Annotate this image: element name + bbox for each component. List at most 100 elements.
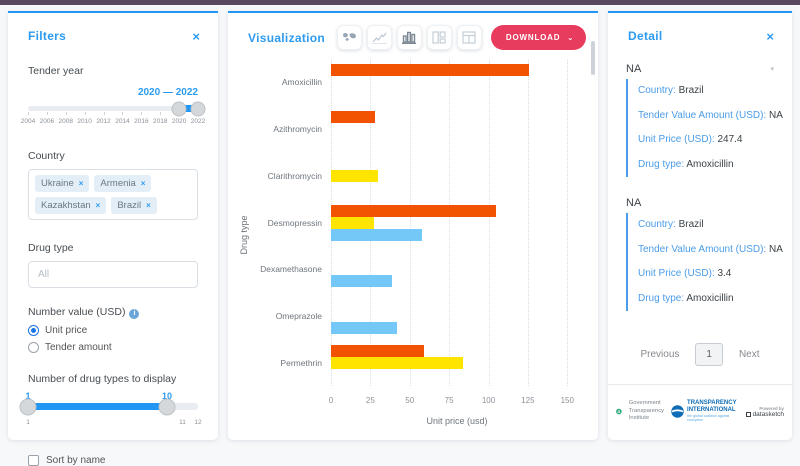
x-tick-label: 100 bbox=[482, 396, 495, 405]
number-value-label-text: Number value (USD) bbox=[28, 306, 125, 318]
bar-series_yellow[interactable] bbox=[331, 357, 463, 369]
x-tick-label: 50 bbox=[405, 396, 414, 405]
layout-split-icon[interactable] bbox=[427, 25, 452, 50]
drug-count-handle-min[interactable] bbox=[20, 398, 37, 415]
bar-series_red[interactable] bbox=[331, 205, 496, 217]
ti-logo-line2: INTERNATIONAL bbox=[687, 407, 739, 414]
radio-button[interactable] bbox=[28, 325, 39, 336]
chart-category-row: Clarithromycin bbox=[331, 152, 583, 199]
country-tag-label: Kazakhstan bbox=[41, 200, 91, 211]
bar-slot bbox=[331, 182, 583, 194]
field-label: Drug type: bbox=[638, 293, 686, 304]
line-chart-icon[interactable] bbox=[367, 25, 392, 50]
pagination-next[interactable]: Next bbox=[739, 349, 760, 360]
bar-slot bbox=[331, 263, 583, 275]
bar-series_blue[interactable] bbox=[331, 229, 422, 241]
bar-series_blue[interactable] bbox=[331, 275, 392, 287]
slider-tick bbox=[66, 112, 67, 115]
bar-series_blue[interactable] bbox=[331, 322, 397, 334]
tender-year-tick-label: 2020 bbox=[172, 118, 186, 125]
bar-series_red[interactable] bbox=[331, 345, 424, 357]
field-value: Brazil bbox=[679, 219, 704, 230]
record-field: Drug type: Amoxicillin bbox=[638, 153, 774, 178]
slider-tick bbox=[122, 112, 123, 115]
drug-count-tick-label: 11 bbox=[179, 419, 186, 426]
field-value: NA bbox=[769, 110, 783, 121]
country-tag: Ukraine× bbox=[35, 175, 89, 192]
bar-slot bbox=[331, 310, 583, 322]
datasketch-label: datasketch bbox=[753, 411, 784, 418]
download-label: DOWNLOAD bbox=[506, 33, 560, 42]
field-label: Country: bbox=[638, 219, 679, 230]
detail-title: Detail bbox=[628, 29, 662, 43]
remove-tag-icon[interactable]: × bbox=[146, 201, 151, 210]
record-heading-text: NA bbox=[626, 63, 641, 75]
chevron-down-icon: ⌄ bbox=[567, 34, 574, 42]
bar-chart-icon[interactable] bbox=[397, 25, 422, 50]
viz-scrollbar[interactable] bbox=[591, 41, 595, 75]
radio-button[interactable] bbox=[28, 342, 39, 353]
record-heading: NA bbox=[626, 197, 774, 209]
record-field: Country: Brazil bbox=[638, 79, 774, 104]
chart-category-row: Amoxicillin bbox=[331, 59, 583, 106]
pagination-previous[interactable]: Previous bbox=[640, 349, 679, 360]
pagination-page-1[interactable]: 1 bbox=[695, 343, 723, 366]
record-expand-caret[interactable]: ▾ bbox=[770, 65, 774, 73]
bar-series_yellow[interactable] bbox=[331, 170, 378, 182]
remove-tag-icon[interactable]: × bbox=[96, 201, 101, 210]
remove-tag-icon[interactable]: × bbox=[141, 179, 146, 188]
field-label: Tender Value Amount (USD): bbox=[638, 244, 769, 255]
filters-close-icon[interactable]: × bbox=[192, 30, 200, 43]
drug-count-tick-label: 12 bbox=[194, 419, 201, 426]
sort-by-name-checkbox[interactable] bbox=[28, 455, 39, 466]
tender-year-tick-label: 2008 bbox=[59, 118, 73, 125]
field-label: Drug type: bbox=[638, 159, 686, 170]
download-button[interactable]: DOWNLOAD ⌄ bbox=[491, 25, 586, 50]
bar-slot bbox=[331, 217, 583, 229]
y-axis-label: Drug type bbox=[239, 215, 249, 254]
slider-tick bbox=[141, 112, 142, 115]
country-select[interactable]: Ukraine×Armenia×Kazakhstan×Brazil× bbox=[28, 169, 198, 220]
filters-title: Filters bbox=[28, 29, 66, 43]
bar-slot bbox=[331, 64, 583, 76]
field-value: Amoxicillin bbox=[686, 293, 733, 304]
bar-series_yellow[interactable] bbox=[331, 217, 374, 229]
bar-slot bbox=[331, 205, 583, 217]
bar-slot bbox=[331, 322, 583, 334]
bar-slot bbox=[331, 345, 583, 357]
drug-count-handle-max[interactable] bbox=[159, 398, 176, 415]
category-label: Amoxicillin bbox=[282, 77, 322, 87]
country-tag-label: Brazil bbox=[117, 200, 141, 211]
bar-slot bbox=[331, 275, 583, 287]
layout-grid-icon[interactable] bbox=[457, 25, 482, 50]
field-label: Unit Price (USD): bbox=[638, 134, 717, 145]
tender-year-handle-max[interactable] bbox=[191, 101, 206, 116]
chart-category-row: Omeprazole bbox=[331, 293, 583, 340]
bar-series_red[interactable] bbox=[331, 64, 529, 76]
map-icon[interactable] bbox=[337, 25, 362, 50]
slider-tick bbox=[160, 112, 161, 115]
category-label: Permethrin bbox=[280, 358, 322, 368]
drug-type-input[interactable] bbox=[28, 261, 198, 288]
radio-option-tender-amount: Tender amount bbox=[28, 342, 198, 353]
category-label: Clarithromycin bbox=[268, 171, 322, 181]
bar-slot bbox=[331, 357, 583, 369]
record-heading: NA ▾ bbox=[626, 63, 774, 75]
tender-year-tick-label: 2006 bbox=[40, 118, 54, 125]
number-value-label: Number value (USD) i bbox=[28, 306, 198, 319]
bar-series_red[interactable] bbox=[331, 111, 375, 123]
detail-close-icon[interactable]: × bbox=[766, 30, 774, 43]
field-label: Unit Price (USD): bbox=[638, 268, 717, 279]
bar-slot bbox=[331, 170, 583, 182]
info-icon[interactable]: i bbox=[129, 309, 139, 319]
bar-slot bbox=[331, 88, 583, 100]
category-label: Azithromycin bbox=[273, 124, 322, 134]
tender-year-handle-min[interactable] bbox=[172, 101, 187, 116]
remove-tag-icon[interactable]: × bbox=[79, 179, 84, 188]
